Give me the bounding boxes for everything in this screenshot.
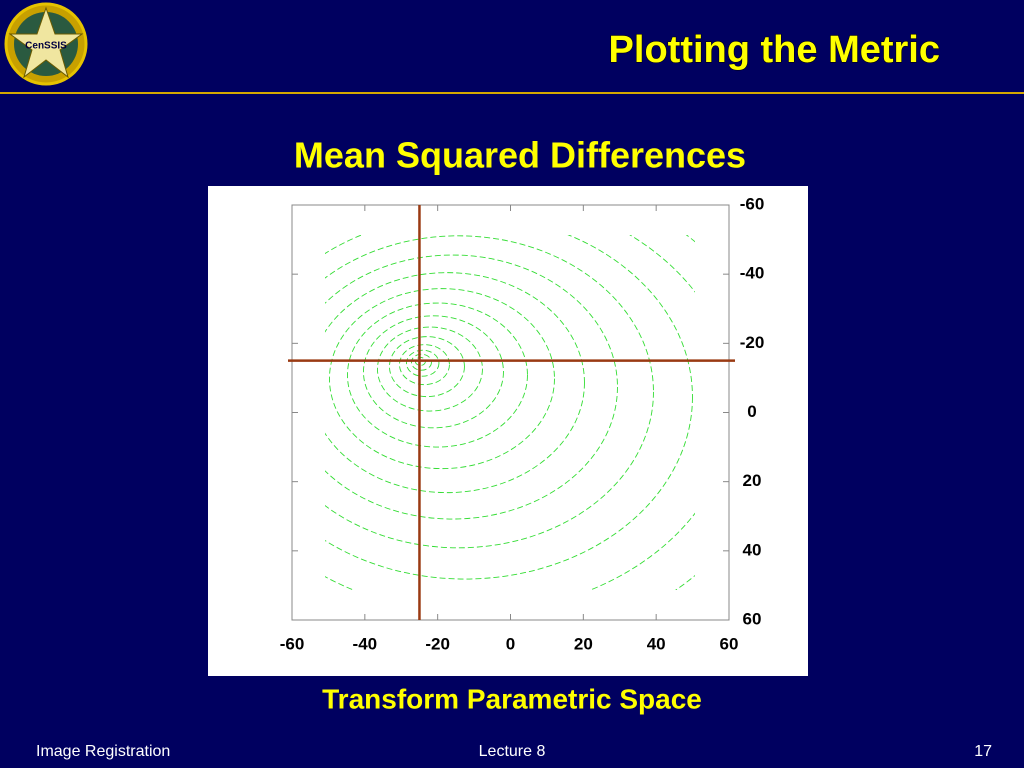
footer-center: Lecture 8	[479, 743, 546, 760]
contour-line	[325, 235, 654, 549]
footer-left: Image Registration	[36, 743, 170, 760]
plot-panel	[208, 186, 808, 676]
contour-line	[325, 235, 693, 580]
x-tick-label: -20	[425, 634, 450, 653]
x-tick-label: 0	[506, 634, 515, 653]
contour-line	[363, 315, 504, 429]
logo-text: CenSSIS	[25, 41, 67, 52]
footer-right: 17	[974, 743, 992, 760]
contour-line	[325, 272, 585, 494]
x-tick-label: -60	[280, 634, 305, 653]
contour-line	[347, 302, 528, 448]
x-tick-label: -40	[353, 634, 378, 653]
x-tick-label: 40	[647, 634, 666, 653]
y-tick-label: 0	[747, 402, 756, 421]
x-axis-label: Transform Parametric Space	[322, 683, 702, 714]
y-tick-label: -40	[740, 264, 765, 283]
logo: CenSSIS	[4, 2, 88, 86]
y-tick-label: 60	[743, 609, 762, 628]
logo-star	[8, 6, 84, 79]
y-tick-label: 40	[743, 540, 762, 559]
x-tick-label: 60	[720, 634, 739, 653]
contour-line	[377, 326, 483, 412]
contour-line	[389, 336, 465, 398]
contour-line	[399, 344, 450, 386]
slide-title: Plotting the Metric	[609, 29, 940, 71]
chart-title: Mean Squared Differences	[294, 135, 746, 176]
x-tick-label: 20	[574, 634, 593, 653]
contour-line	[406, 349, 440, 377]
y-tick-label: -60	[740, 194, 765, 213]
y-tick-label: 20	[743, 471, 762, 490]
contour-line	[411, 353, 432, 371]
contour-line	[329, 288, 555, 470]
y-tick-label: -20	[740, 333, 765, 352]
contours	[325, 235, 695, 590]
